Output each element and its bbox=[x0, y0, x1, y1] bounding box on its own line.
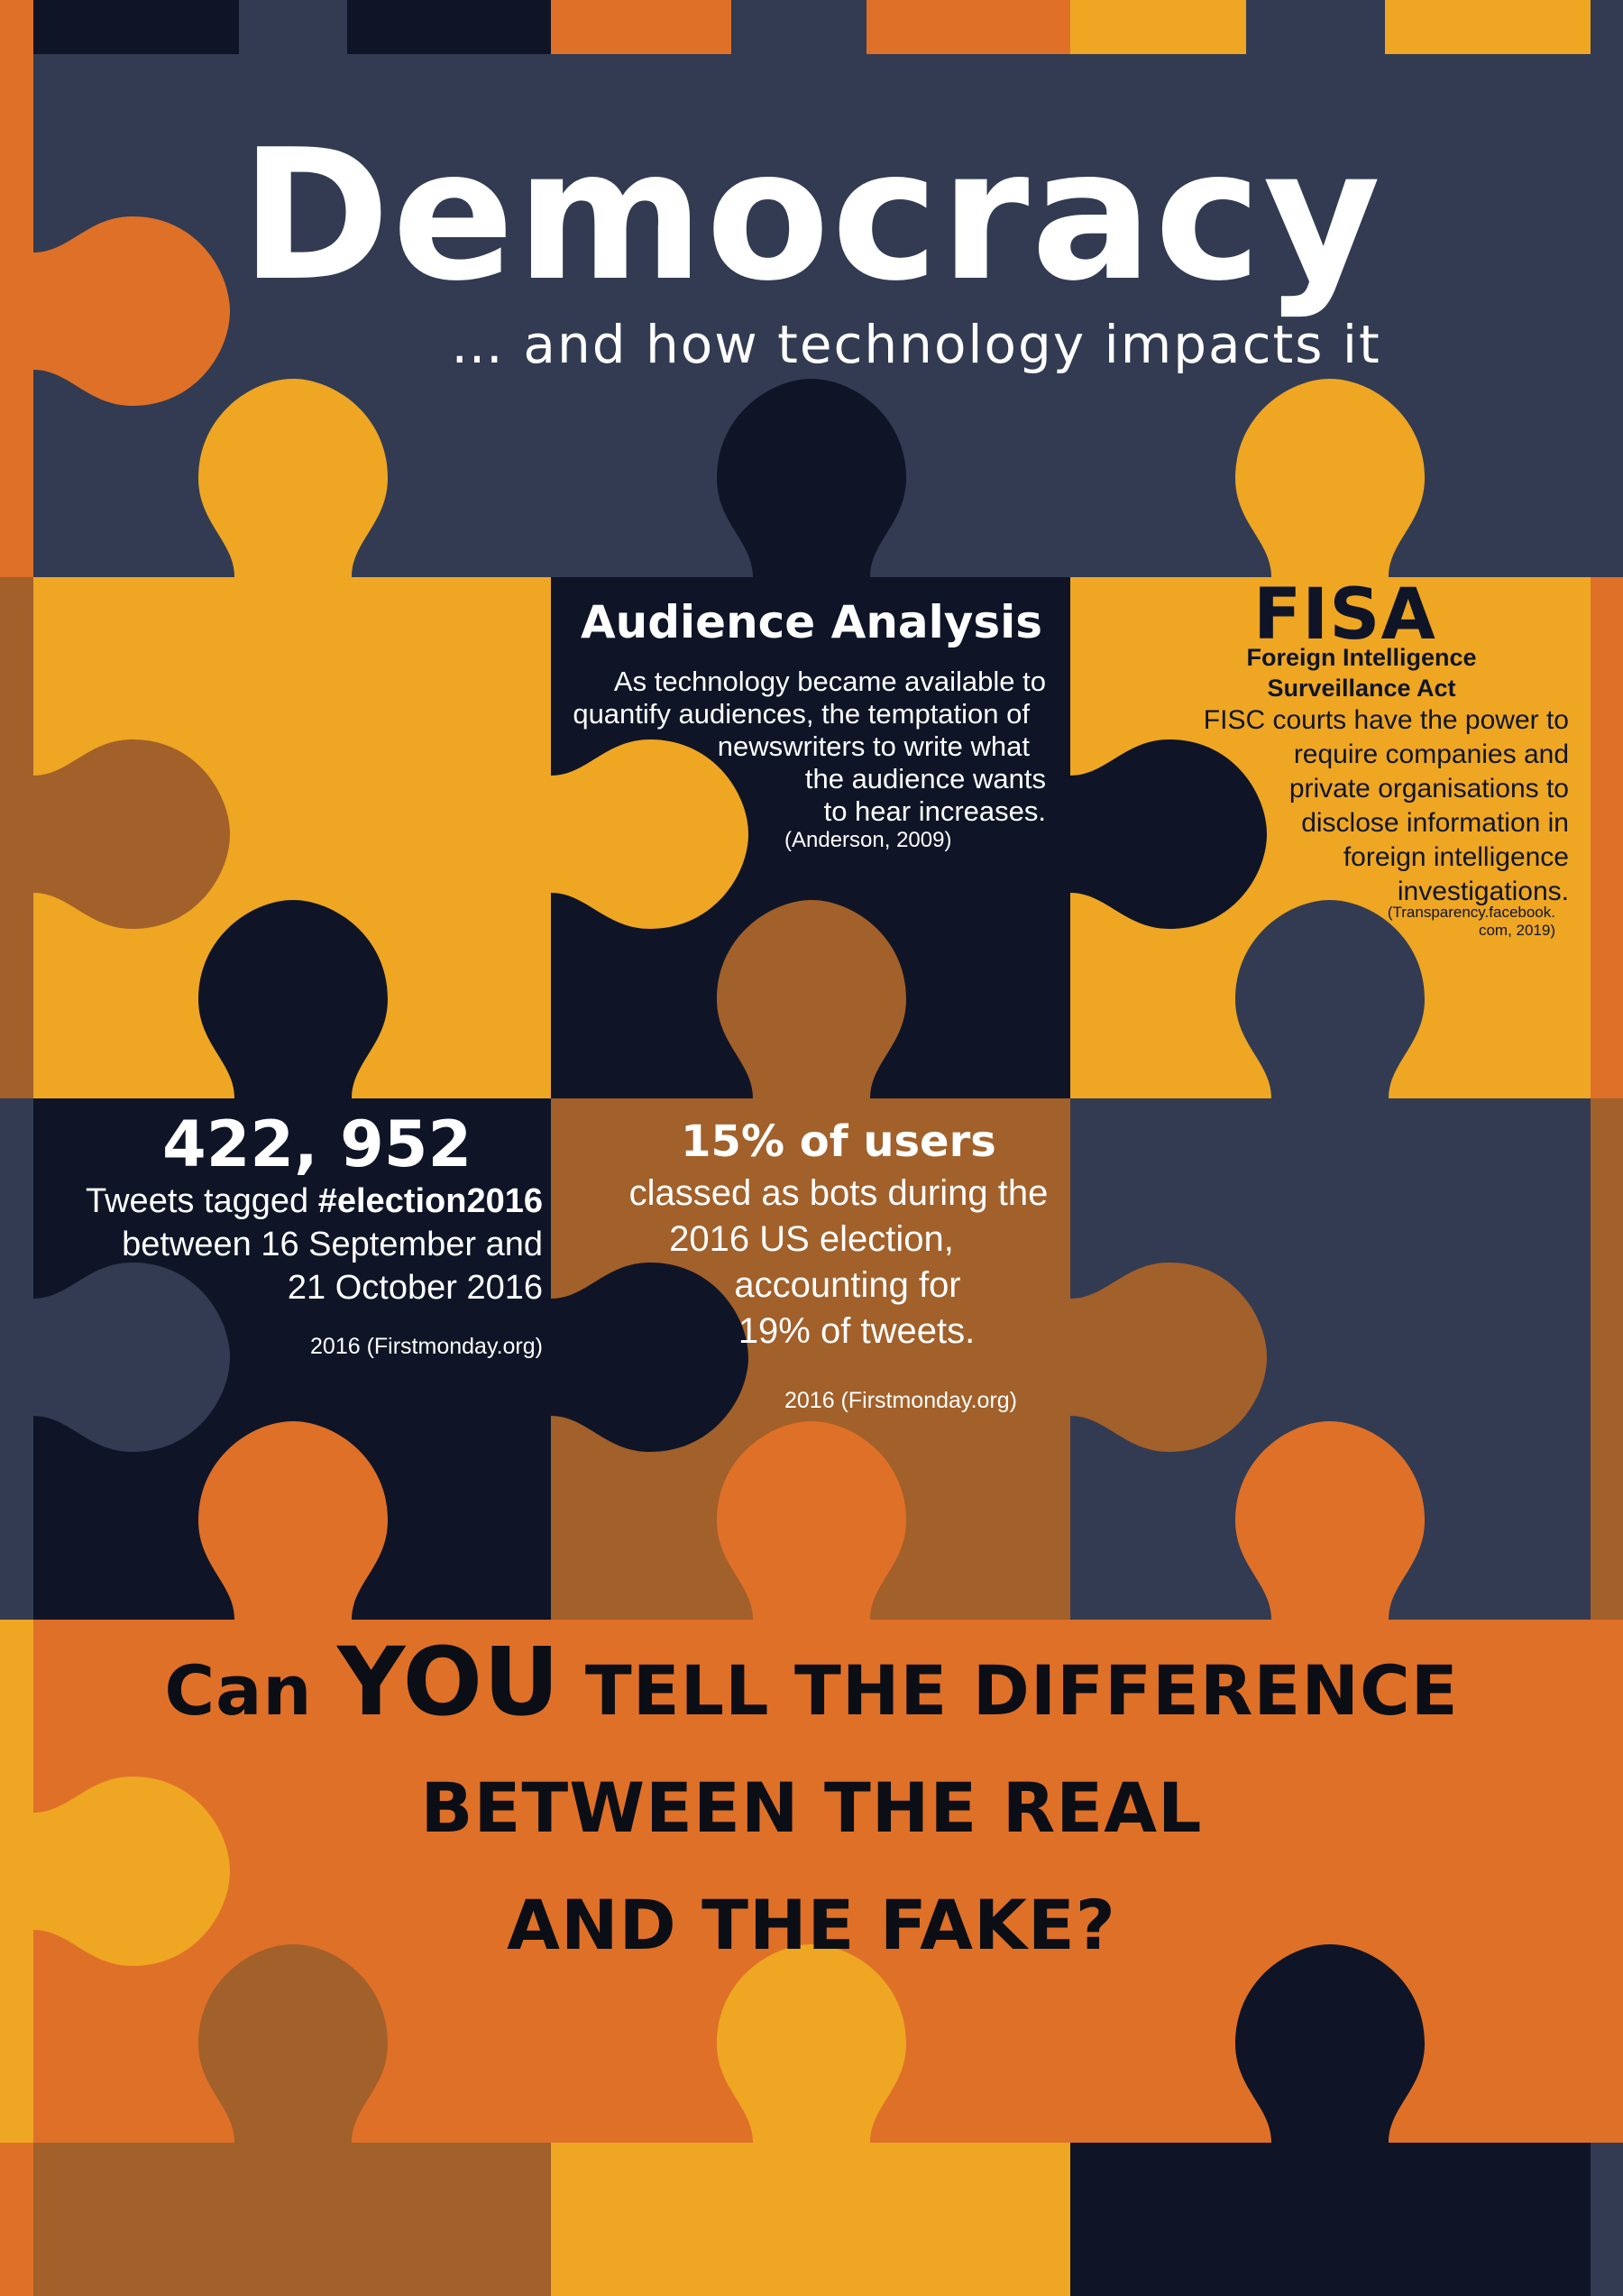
fisa-line: private organisations to bbox=[1288, 774, 1569, 804]
fisa-subheading-line: Surveillance Act bbox=[1267, 675, 1456, 702]
fisa-line: foreign intelligence bbox=[1343, 842, 1569, 872]
tweets-line: 21 October 2016 bbox=[287, 1269, 543, 1307]
bots-citation: 2016 (Firstmonday.org) bbox=[784, 1388, 1017, 1413]
audience-analysis-body: As technology became available to quanti… bbox=[555, 666, 1046, 828]
audience-analysis-citation: (Anderson, 2009) bbox=[784, 828, 952, 852]
tweets-citation: 2016 (Firstmonday.org) bbox=[310, 1334, 543, 1359]
audience-analysis-line: to hear increases. bbox=[823, 795, 1046, 827]
question-banner: Can YOU tell the difference between the … bbox=[0, 1623, 1623, 1984]
hashtag: #election2016 bbox=[317, 1182, 543, 1220]
question-can: Can bbox=[164, 1650, 313, 1731]
fisa-subheading: Foreign Intelligence Surveillance Act bbox=[1208, 642, 1515, 703]
audience-analysis-line: the audience wants bbox=[804, 763, 1046, 794]
fisa-line: require companies and bbox=[1293, 739, 1569, 769]
tweets-line: Tweets tagged #election2016 bbox=[54, 1180, 543, 1223]
question-line-1: Can YOU tell the difference bbox=[0, 1623, 1623, 1750]
fisa-citation-line: com, 2019) bbox=[1478, 922, 1555, 939]
bots-line: 19% of tweets. bbox=[738, 1311, 976, 1351]
audience-analysis-line: newswriters to write what bbox=[717, 730, 1030, 762]
bots-heading: 15% of users bbox=[681, 1116, 996, 1167]
bots-line: 2016 US election, bbox=[669, 1219, 954, 1259]
bots-description: classed as bots during the 2016 US elect… bbox=[595, 1171, 1082, 1355]
tweets-prefix: Tweets tagged bbox=[86, 1182, 318, 1220]
fisa-line: investigations. bbox=[1397, 877, 1569, 906]
audience-analysis-line: quantify audiences, the temptation of bbox=[573, 698, 1030, 730]
fisa-heading: FISA bbox=[1253, 574, 1436, 656]
tweets-count: 422, 952 bbox=[162, 1107, 472, 1181]
poster-subtitle: … and how technology impacts it bbox=[451, 314, 1381, 375]
fisa-line: FISC courts have the power to bbox=[1203, 705, 1569, 735]
fisa-citation-line: (Transparency.facebook. bbox=[1387, 904, 1555, 921]
audience-analysis-line: As technology became available to bbox=[613, 666, 1046, 697]
fisa-citation: (Transparency.facebook. com, 2019) bbox=[1371, 904, 1555, 940]
question-you: YOU bbox=[336, 1627, 561, 1737]
fisa-line: disclose information in bbox=[1301, 808, 1569, 838]
fisa-subheading-line: Foreign Intelligence bbox=[1246, 644, 1477, 671]
fisa-body: FISC courts have the power to require co… bbox=[1172, 703, 1569, 909]
question-tell: tell the difference bbox=[584, 1650, 1459, 1731]
audience-analysis-heading: Audience Analysis bbox=[580, 596, 1043, 648]
tweets-line: between 16 September and bbox=[122, 1226, 543, 1263]
tweets-description: Tweets tagged #election2016 between 16 S… bbox=[54, 1180, 543, 1309]
question-line-2: between the real bbox=[420, 1768, 1203, 1848]
bots-line: accounting for bbox=[734, 1265, 961, 1305]
question-line-3: and the fake? bbox=[507, 1885, 1116, 1965]
bots-line: classed as bots during the bbox=[628, 1173, 1049, 1213]
poster-title: Democracy bbox=[240, 111, 1383, 321]
